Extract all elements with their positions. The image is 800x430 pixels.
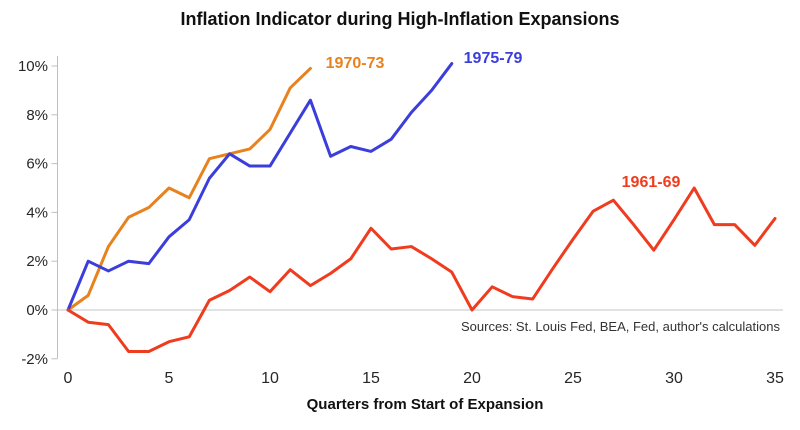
x-axis-title: Quarters from Start of Expansion: [307, 396, 544, 413]
chart-title: Inflation Indicator during High-Inflatio…: [181, 9, 620, 29]
y-tick-label: 2%: [26, 253, 48, 270]
y-tick-label: 8%: [26, 107, 48, 124]
y-tick-label: 10%: [18, 58, 48, 75]
y-tick-label: 4%: [26, 204, 48, 221]
x-tick-label: 25: [564, 370, 582, 387]
series-label-1961-69: 1961-69: [622, 174, 681, 191]
y-tick-label: 6%: [26, 156, 48, 173]
x-axis-ticks: 0 5 10 15 20 25 30 35: [64, 370, 784, 387]
source-note: Sources: St. Louis Fed, BEA, Fed, author…: [461, 319, 780, 334]
y-tick-label: -2%: [21, 351, 48, 368]
series-line-1961-69: [66, 186, 777, 353]
x-tick-label: 5: [165, 370, 174, 387]
y-axis-ticks: 10% 8% 6% 4% 2% 0% -2%: [18, 58, 58, 368]
series-label-1970-73: 1970-73: [326, 55, 385, 72]
x-tick-label: 35: [766, 370, 784, 387]
x-tick-label: 20: [463, 370, 481, 387]
series-label-1975-79: 1975-79: [464, 50, 523, 67]
x-tick-label: 30: [665, 370, 683, 387]
x-tick-label: 10: [261, 370, 279, 387]
x-tick-label: 15: [362, 370, 380, 387]
x-tick-label: 0: [64, 370, 73, 387]
series-line-1970-73: [66, 66, 312, 312]
series-line-1975-79: [66, 62, 454, 312]
series-lines: [66, 62, 777, 353]
y-tick-label: 0%: [26, 302, 48, 319]
